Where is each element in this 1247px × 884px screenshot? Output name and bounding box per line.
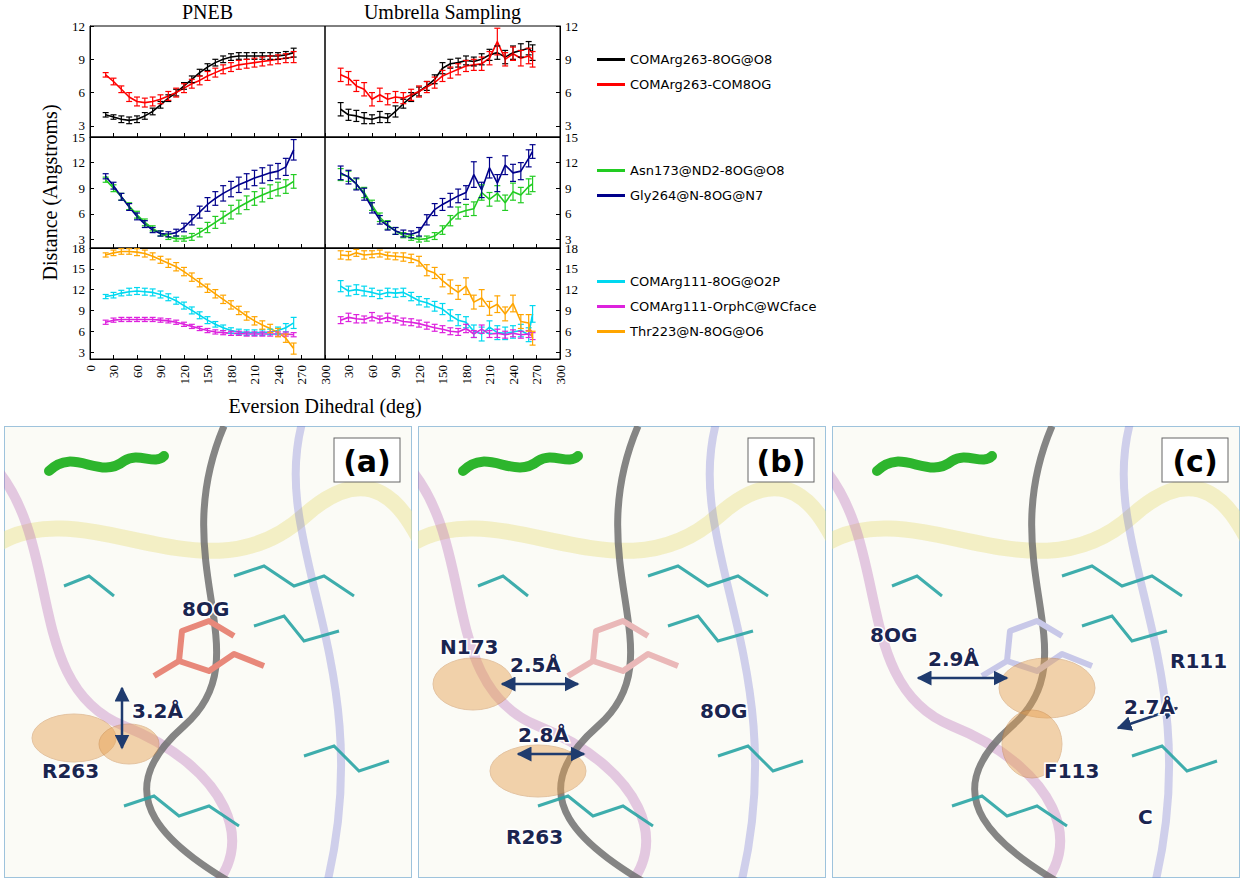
svg-text:3: 3: [565, 345, 572, 360]
svg-text:PNEB: PNEB: [182, 1, 233, 23]
svg-text:270: 270: [294, 365, 309, 385]
svg-text:6: 6: [565, 324, 572, 339]
svg-text:Asn173@ND2-8OG@O8: Asn173@ND2-8OG@O8: [630, 163, 785, 178]
svg-text:210: 210: [247, 365, 262, 385]
svg-text:15: 15: [72, 130, 85, 145]
svg-text:30: 30: [106, 365, 121, 378]
svg-text:6: 6: [565, 206, 572, 221]
svg-text:12: 12: [565, 155, 578, 170]
svg-text:COMArg111-8OG@O2P: COMArg111-8OG@O2P: [630, 274, 780, 289]
svg-text:9: 9: [565, 303, 572, 318]
svg-text:Thr223@N-8OG@O6: Thr223@N-8OG@O6: [629, 324, 764, 339]
svg-text:2.5Å: 2.5Å: [510, 653, 561, 677]
svg-text:60: 60: [365, 365, 380, 378]
svg-text:270: 270: [529, 365, 544, 385]
svg-text:(c): (c): [1172, 444, 1217, 479]
svg-text:6: 6: [79, 85, 86, 100]
svg-text:15: 15: [565, 261, 578, 276]
svg-text:150: 150: [200, 365, 215, 385]
svg-text:COMArg263-COM8OG: COMArg263-COM8OG: [630, 77, 771, 92]
svg-text:9: 9: [79, 303, 86, 318]
svg-text:3: 3: [565, 232, 572, 247]
svg-text:R263: R263: [42, 759, 99, 783]
svg-text:9: 9: [79, 52, 86, 67]
svg-text:240: 240: [271, 365, 286, 385]
svg-text:Distance (Angstroms): Distance (Angstroms): [39, 104, 62, 280]
svg-text:15: 15: [565, 130, 578, 145]
svg-text:18: 18: [565, 241, 578, 256]
svg-text:F113: F113: [1044, 759, 1099, 783]
svg-text:C: C: [1138, 805, 1153, 829]
svg-text:R263: R263: [506, 825, 563, 849]
svg-text:Gly264@N-8OG@N7: Gly264@N-8OG@N7: [630, 188, 763, 203]
svg-text:18: 18: [72, 241, 85, 256]
svg-text:9: 9: [79, 181, 86, 196]
svg-text:2.8Å: 2.8Å: [518, 723, 569, 747]
svg-text:9: 9: [565, 52, 572, 67]
svg-text:60: 60: [130, 365, 145, 378]
svg-text:R111: R111: [1170, 649, 1227, 673]
svg-text:3.2Å: 3.2Å: [132, 699, 183, 723]
svg-text:2.9Å: 2.9Å: [928, 647, 979, 671]
svg-text:6: 6: [565, 85, 572, 100]
svg-text:COMArg263-8OG@O8: COMArg263-8OG@O8: [630, 52, 772, 67]
svg-text:150: 150: [435, 365, 450, 385]
svg-text:3: 3: [78, 118, 85, 134]
svg-text:6: 6: [79, 324, 86, 339]
svg-text:12: 12: [72, 282, 85, 297]
svg-text:(b): (b): [757, 444, 806, 479]
svg-text:90: 90: [153, 365, 168, 378]
svg-text:15: 15: [72, 261, 85, 276]
svg-text:9: 9: [565, 181, 572, 196]
svg-text:2.7Å: 2.7Å: [1124, 695, 1175, 719]
svg-text:210: 210: [482, 365, 497, 385]
svg-text:90: 90: [388, 365, 403, 378]
svg-text:3: 3: [79, 345, 86, 360]
svg-text:180: 180: [459, 365, 474, 385]
svg-text:12: 12: [72, 155, 85, 170]
svg-text:180: 180: [224, 365, 239, 385]
svg-text:(a): (a): [343, 444, 391, 479]
svg-text:Umbrella Sampling: Umbrella Sampling: [364, 1, 521, 24]
svg-text:300: 300: [553, 365, 568, 385]
svg-text:30: 30: [341, 365, 356, 378]
svg-text:240: 240: [506, 365, 521, 385]
svg-text:12: 12: [72, 19, 85, 34]
svg-text:300: 300: [318, 365, 333, 385]
svg-text:120: 120: [177, 365, 192, 385]
svg-text:3: 3: [78, 232, 85, 247]
svg-text:0: 0: [83, 365, 98, 372]
svg-text:Eversion Dihedral (deg): Eversion Dihedral (deg): [228, 395, 421, 418]
svg-text:6: 6: [79, 206, 86, 221]
svg-text:COMArg111-OrphC@WCface: COMArg111-OrphC@WCface: [630, 299, 816, 314]
svg-text:8OG: 8OG: [870, 623, 917, 647]
svg-text:12: 12: [565, 282, 578, 297]
svg-text:8OG: 8OG: [182, 597, 229, 621]
svg-text:N173: N173: [440, 635, 499, 659]
svg-text:3: 3: [565, 118, 572, 134]
svg-text:12: 12: [565, 19, 578, 34]
svg-text:8OG: 8OG: [700, 699, 747, 723]
svg-text:120: 120: [412, 365, 427, 385]
